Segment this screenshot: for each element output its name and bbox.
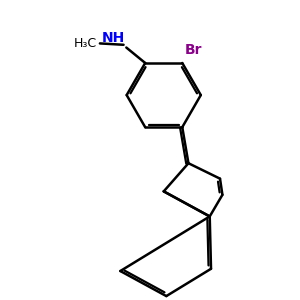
Text: H₃C: H₃C xyxy=(73,37,97,50)
Text: Br: Br xyxy=(185,43,202,57)
Text: NH: NH xyxy=(101,31,124,45)
